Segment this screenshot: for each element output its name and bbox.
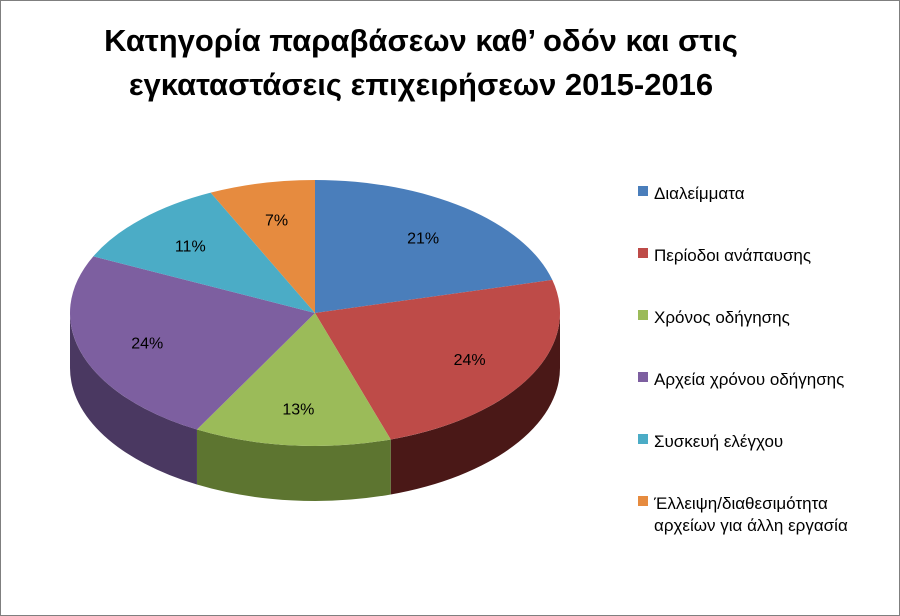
data-label-missing-records: 7%: [265, 213, 288, 230]
legend-item-driving-time: Χρόνος οδήγησης: [638, 303, 893, 365]
chart-title: Κατηγορία παραβάσεων καθ’ οδόν και στις …: [41, 19, 801, 107]
legend-item-breaks: Διαλείμματα: [638, 179, 893, 241]
legend-label-driving-time: Χρόνος οδήγησης: [654, 308, 790, 327]
pie-side-driving-records: [70, 313, 197, 485]
chart-title-line-1: Κατηγορία παραβάσεων καθ’ οδόν και στις: [104, 23, 738, 58]
legend-swatch-control-device: [638, 434, 648, 444]
pie-slice-driving-records: [69, 256, 315, 430]
pie-slice-breaks: [315, 180, 553, 313]
legend-label-missing-records-line-1: Έλλειψη/διαθεσιμότητα: [654, 494, 828, 513]
legend-label-control-device: Συσκευή ελέγχου: [654, 432, 784, 451]
pie-slice-rest-periods: [315, 279, 560, 440]
legend: Διαλείμματα Περίοδοι ανάπαυσης Χρόνος οδ…: [638, 179, 893, 551]
legend-item-control-device: Συσκευή ελέγχου: [638, 427, 893, 489]
legend-swatch-driving-records: [638, 372, 648, 382]
legend-label-missing-records: Έλλειψη/διαθεσιμότητα αρχείων για άλλη ε…: [654, 493, 894, 537]
legend-item-driving-records: Αρχεία χρόνου οδήγησης: [638, 365, 893, 427]
legend-label-missing-records-line-2: αρχείων για άλλη εργασία: [654, 516, 848, 535]
legend-label-rest-periods: Περίοδοι ανάπαυσης: [654, 246, 812, 265]
pie-slice-missing-records: [210, 180, 315, 313]
legend-item-missing-records: Έλλειψη/διαθεσιμότητα αρχείων για άλλη ε…: [638, 489, 893, 551]
pie-slice-driving-time: [196, 313, 391, 447]
legend-label-breaks: Διαλείμματα: [654, 184, 745, 203]
legend-item-rest-periods: Περίοδοι ανάπαυσης: [638, 241, 893, 303]
data-label-driving-time: 13%: [282, 401, 314, 418]
pie-side-driving-time: [196, 429, 391, 501]
legend-swatch-missing-records: [638, 496, 648, 506]
legend-label-driving-records: Αρχεία χρόνου οδήγησης: [654, 370, 845, 389]
legend-swatch-rest-periods: [638, 248, 648, 258]
pie-slice-control-device: [93, 192, 315, 313]
data-label-control-device: 11%: [175, 238, 206, 255]
chart-title-line-2: εγκαταστάσεις επιχειρήσεων 2015-2016: [128, 67, 714, 102]
data-label-breaks: 21%: [407, 230, 439, 247]
legend-swatch-breaks: [638, 186, 648, 196]
legend-swatch-driving-time: [638, 310, 648, 320]
pie-side-rest-periods: [390, 313, 560, 495]
data-label-driving-records: 24%: [131, 336, 163, 353]
data-label-rest-periods: 24%: [454, 352, 486, 369]
